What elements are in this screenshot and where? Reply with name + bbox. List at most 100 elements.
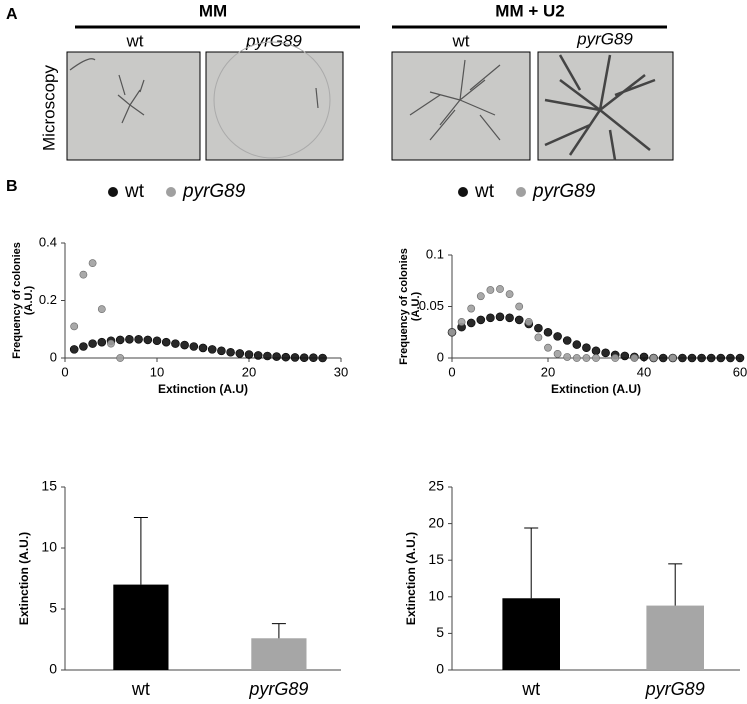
point <box>235 349 245 358</box>
point <box>553 332 562 341</box>
micrograph <box>537 51 674 161</box>
point <box>563 353 572 361</box>
point <box>97 337 107 347</box>
point <box>244 350 254 359</box>
point <box>152 336 162 346</box>
point <box>658 353 668 363</box>
point <box>143 335 153 345</box>
x-tick-label: 10 <box>150 364 164 379</box>
point <box>281 352 291 362</box>
point <box>467 304 476 313</box>
point <box>226 347 235 357</box>
y-tick-label: 15 <box>41 478 57 494</box>
y-tick-label: 15 <box>428 551 444 567</box>
panel-label: B <box>6 178 18 195</box>
y-tick-label: 10 <box>41 539 57 555</box>
point <box>476 315 486 325</box>
legend-marker <box>166 187 176 197</box>
y-axis-title: Frequency of colonies <box>398 248 410 365</box>
bar <box>251 638 307 670</box>
point <box>79 270 88 279</box>
legend-label: wt <box>474 181 495 202</box>
point <box>544 343 552 352</box>
x-axis-title: Extinction (A.U) <box>551 382 641 396</box>
point <box>448 328 456 337</box>
y-tick-label: 0.05 <box>419 298 444 313</box>
point <box>611 354 620 362</box>
point <box>189 342 199 351</box>
x-tick-label: pyrG89 <box>645 679 705 699</box>
point <box>70 322 79 331</box>
x-tick-label: 30 <box>334 364 348 379</box>
point <box>217 346 226 356</box>
legend-label: pyrG89 <box>182 181 246 202</box>
point <box>466 318 476 328</box>
point <box>706 353 716 363</box>
point <box>476 292 485 301</box>
point <box>318 353 327 363</box>
legend-marker <box>458 187 468 197</box>
legend-label: wt <box>124 181 145 202</box>
point <box>116 354 125 362</box>
point <box>697 353 706 363</box>
point <box>309 353 318 363</box>
point <box>592 354 600 362</box>
micrograph <box>205 41 344 161</box>
micrograph <box>391 51 531 161</box>
legend-marker <box>108 187 118 197</box>
point <box>630 354 639 362</box>
point <box>649 354 658 362</box>
legend-label: pyrG89 <box>532 181 596 202</box>
sample-label: wt <box>452 31 470 50</box>
point <box>562 336 572 345</box>
point <box>553 349 562 358</box>
point <box>171 339 180 348</box>
point <box>486 313 495 323</box>
point <box>69 345 79 354</box>
bar <box>113 584 169 670</box>
sample-label: pyrG89 <box>245 31 302 50</box>
x-tick-label: 60 <box>733 364 747 379</box>
point <box>543 327 553 337</box>
point <box>253 351 263 360</box>
x-tick-label: wt <box>131 679 150 699</box>
x-tick-label: 40 <box>637 364 651 379</box>
x-tick-label: 20 <box>541 364 555 379</box>
y-axis-title: (A.U.) <box>23 286 35 316</box>
micrograph <box>66 51 201 161</box>
y-tick-label: 0 <box>49 661 57 677</box>
x-tick-label: wt <box>521 679 540 699</box>
sample-label: pyrG89 <box>576 29 633 48</box>
point <box>115 335 125 345</box>
point <box>161 337 171 347</box>
bar <box>502 598 560 670</box>
y-axis-title: Frequency of colonies <box>11 242 23 359</box>
point <box>678 353 687 363</box>
x-tick-label: 0 <box>61 364 68 379</box>
point <box>263 351 272 361</box>
point <box>620 351 630 361</box>
point <box>496 285 504 293</box>
y-tick-label: 0.2 <box>39 292 57 307</box>
point <box>572 340 582 349</box>
group-title: MM + U2 <box>495 1 564 20</box>
point <box>534 323 543 333</box>
point <box>515 302 524 311</box>
y-tick-label: 10 <box>428 588 444 604</box>
point <box>601 348 610 358</box>
x-tick-label: 20 <box>242 364 256 379</box>
point <box>639 352 649 362</box>
point <box>486 286 495 294</box>
point <box>716 353 726 363</box>
y-tick-label: 0 <box>436 661 444 677</box>
point <box>726 353 735 363</box>
point <box>272 352 281 361</box>
point <box>290 353 300 362</box>
point <box>207 345 217 354</box>
point <box>97 305 106 314</box>
y-axis-title: Extinction (A.U.) <box>17 532 31 625</box>
group-title: MM <box>199 1 227 20</box>
y-tick-label: 5 <box>49 600 57 616</box>
point <box>180 340 189 350</box>
point <box>514 315 524 325</box>
